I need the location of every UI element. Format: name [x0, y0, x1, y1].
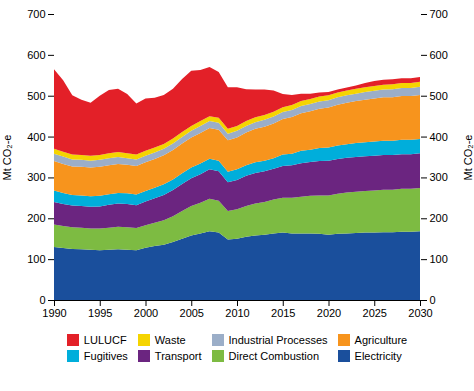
svg-text:500: 500	[27, 90, 45, 102]
svg-text:600: 600	[27, 49, 45, 61]
svg-text:1995: 1995	[88, 307, 112, 319]
html-text:LULUCF: LULUCF	[83, 334, 127, 346]
html-text:Direct Combustion: Direct Combustion	[228, 350, 319, 362]
svg-text:400: 400	[430, 131, 448, 143]
svg-text:100: 100	[430, 253, 448, 265]
svg-text:2025: 2025	[363, 307, 387, 319]
svg-text:0: 0	[39, 294, 45, 306]
html-text:Fugitives: Fugitives	[83, 350, 128, 362]
svg-text:2010: 2010	[225, 307, 249, 319]
svg-text:2000: 2000	[134, 307, 158, 319]
html-text:Industrial Processes: Industrial Processes	[228, 334, 328, 346]
svg-text:400: 400	[27, 131, 45, 143]
svg-text:Mt CO₂-e: Mt CO₂-e	[1, 135, 13, 181]
svg-text:Mt CO₂-e: Mt CO₂-e	[462, 135, 474, 181]
html-text:Electricity: Electricity	[354, 350, 402, 362]
html-text:Agriculture: Agriculture	[354, 334, 408, 346]
svg-text:0: 0	[430, 294, 436, 306]
svg-text:1990: 1990	[42, 307, 66, 319]
svg-text:200: 200	[27, 212, 45, 224]
svg-text:700: 700	[430, 8, 448, 20]
svg-text:500: 500	[430, 90, 448, 102]
svg-text:200: 200	[430, 212, 448, 224]
svg-text:2015: 2015	[271, 307, 295, 319]
svg-text:300: 300	[430, 171, 448, 183]
svg-text:100: 100	[27, 253, 45, 265]
svg-text:700: 700	[27, 8, 45, 20]
svg-text:2030: 2030	[408, 307, 432, 319]
svg-text:2005: 2005	[180, 307, 204, 319]
html-text:Waste: Waste	[154, 334, 186, 346]
svg-text:300: 300	[27, 171, 45, 183]
svg-text:600: 600	[430, 49, 448, 61]
svg-text:2020: 2020	[317, 307, 341, 319]
html-text:Transport: Transport	[154, 350, 202, 362]
